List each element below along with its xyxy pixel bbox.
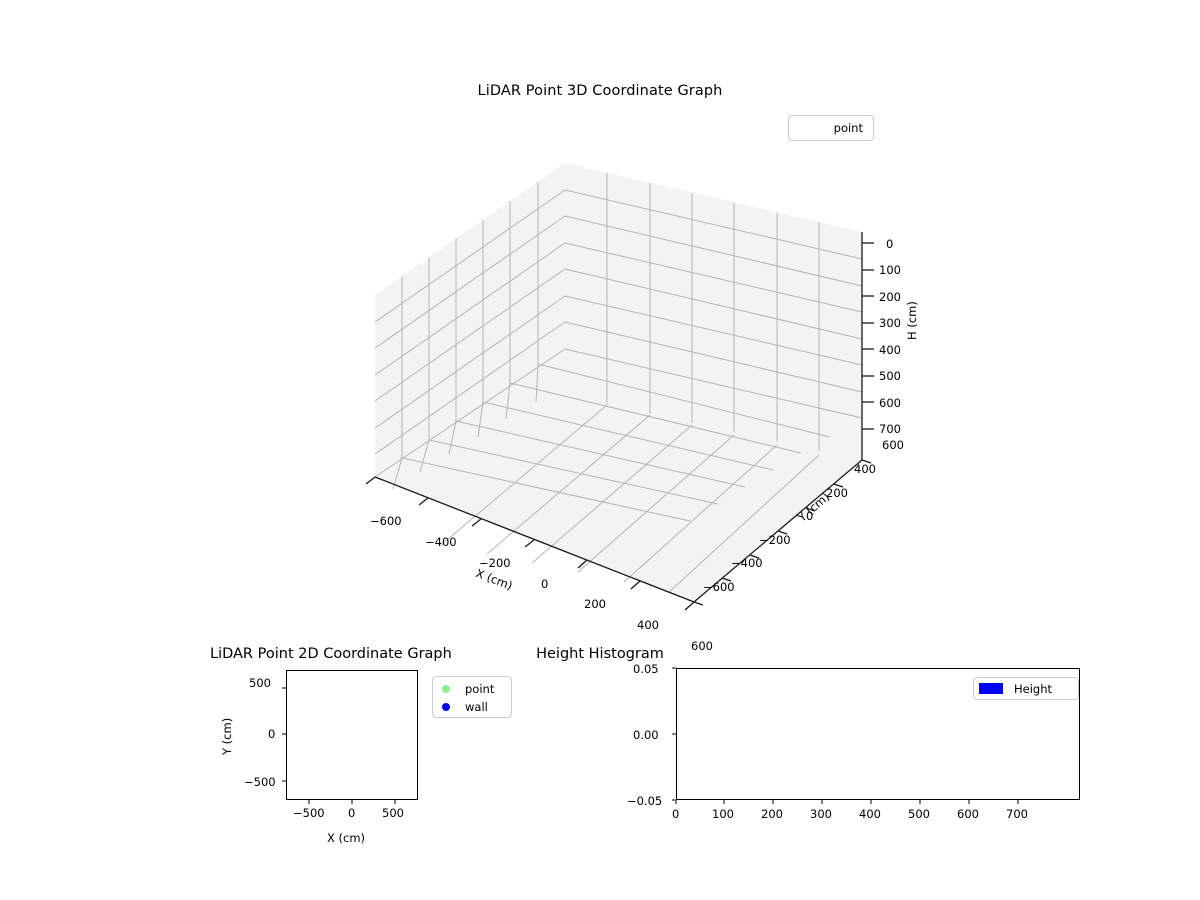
plot2d-ytick-1: 0 xyxy=(268,727,276,741)
histogram-legend[interactable]: Height xyxy=(973,677,1079,700)
plot3d-ztick-3: 300 xyxy=(879,316,901,330)
plot2d-ticks xyxy=(282,687,396,804)
plot2d-legend[interactable]: point wall xyxy=(432,676,512,718)
plot3d-ztick-7: 700 xyxy=(879,422,901,436)
plot3d-ztick-5: 500 xyxy=(879,369,901,383)
plot3d-xtick-0: −600 xyxy=(370,514,402,528)
plot3d-ytick-6: −600 xyxy=(703,580,735,594)
legend-item-height[interactable]: Height xyxy=(974,678,1078,699)
legend-item-wall[interactable]: wall xyxy=(433,698,511,716)
legend-label-height: Height xyxy=(1014,681,1053,696)
plot3d-yticks xyxy=(693,459,872,606)
plot3d-ztick-0: 0 xyxy=(886,237,894,251)
plot3d-ztick-6: 600 xyxy=(879,396,901,410)
plot2d-xaxis-label: X (cm) xyxy=(327,831,366,845)
plot3d-zticks xyxy=(862,242,874,430)
histogram-xtick-4: 400 xyxy=(859,807,881,821)
legend-marker-point-icon xyxy=(433,685,459,693)
plot3d-ytick-4: −200 xyxy=(759,533,791,547)
plot3d-ytick-5: −400 xyxy=(731,556,763,570)
histogram-xtick-6: 600 xyxy=(957,807,979,821)
legend-label-point: point xyxy=(465,682,495,696)
plot3d-axes: .pane { fill: #f2f2f2; fill-opacity: 0.9… xyxy=(365,163,874,611)
legend-label-point: point xyxy=(833,121,863,135)
plot3d-xtick-5: 400 xyxy=(637,618,659,632)
legend-label-wall: wall xyxy=(465,700,488,714)
plot3d-xtick-4: 200 xyxy=(584,597,606,611)
plot3d-ytick-0: 600 xyxy=(882,438,904,452)
histogram-xtick-5: 500 xyxy=(908,807,930,821)
plot3d-ytick-1: 400 xyxy=(854,462,876,476)
plot2d-xtick-2: 500 xyxy=(382,806,404,820)
plot3d-xtick-2: −200 xyxy=(479,556,511,570)
histogram-ytick-1: 0.00 xyxy=(633,728,659,742)
plot3d-xticks xyxy=(365,476,695,611)
histogram-ytick-2: −0.05 xyxy=(627,794,663,808)
legend-marker-wall-icon xyxy=(433,703,459,711)
plot2d-ytick-2: −500 xyxy=(244,775,276,789)
plot2d-xtick-0: −500 xyxy=(293,806,325,820)
plot3d-xtick-3: 0 xyxy=(541,577,549,591)
plot3d-ztick-4: 400 xyxy=(879,343,901,357)
histogram-title: Height Histogram xyxy=(536,646,664,662)
pane-floor xyxy=(375,363,862,602)
histogram-xtick-7: 700 xyxy=(1006,807,1028,821)
plot2d-yaxis-label: Y (cm) xyxy=(220,717,234,755)
legend-item-point[interactable]: point xyxy=(433,680,511,698)
plot3d-xtick-6: 600 xyxy=(691,639,713,653)
plot2d-title: LiDAR Point 2D Coordinate Graph xyxy=(210,646,452,662)
plot3d-ytick-3: 0 xyxy=(806,509,814,523)
legend-patch-height-icon xyxy=(974,683,1008,694)
histogram-xtick-2: 200 xyxy=(761,807,783,821)
plot3d-ztick-1: 100 xyxy=(879,263,901,277)
histogram-xtick-3: 300 xyxy=(810,807,832,821)
pane-right xyxy=(564,163,863,460)
plot3d-ztick-2: 200 xyxy=(879,290,901,304)
histogram-ytick-0: 0.05 xyxy=(633,662,659,676)
plot2d-ytick-0: 500 xyxy=(249,676,271,690)
plot3d-xtick-1: −400 xyxy=(425,535,457,549)
pane-left xyxy=(374,163,566,478)
plot2d-xtick-1: 0 xyxy=(348,806,356,820)
plot2d-axes xyxy=(286,670,418,800)
plot3d-ytick-2: 200 xyxy=(826,486,848,500)
plot3d-legend[interactable]: point xyxy=(788,115,874,141)
plot3d-zaxis-label: H (cm) xyxy=(905,301,919,340)
legend-item-point[interactable]: point xyxy=(789,116,873,140)
histogram-ticks xyxy=(672,667,1019,804)
plot3d-title: LiDAR Point 3D Coordinate Graph xyxy=(477,83,723,99)
histogram-xtick-1: 100 xyxy=(712,807,734,821)
histogram-xtick-0: 0 xyxy=(672,807,680,821)
